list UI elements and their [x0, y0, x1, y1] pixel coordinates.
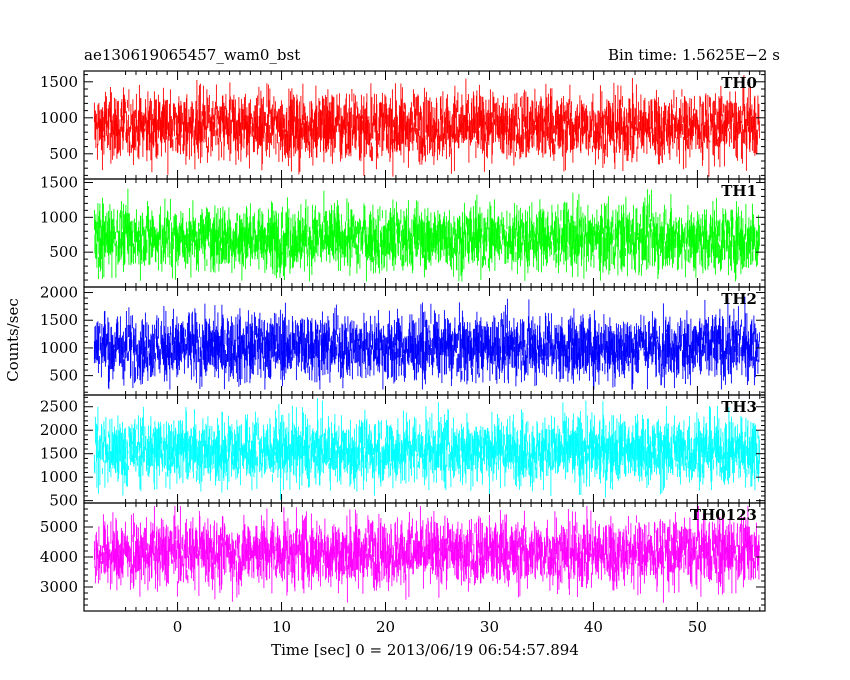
- panel-label-th3: TH3: [721, 398, 757, 416]
- y-tick-label: 2500: [40, 398, 78, 416]
- x-tick-label: 40: [584, 618, 603, 636]
- panel-label-th2: TH2: [721, 290, 757, 308]
- panel-label-th0123: TH0123: [690, 506, 757, 524]
- y-tick-label: 1500: [40, 173, 78, 191]
- y-axis-label: Counts/sec: [4, 298, 22, 382]
- y-tick-label: 1000: [40, 468, 78, 486]
- y-tick-label: 500: [49, 145, 78, 163]
- x-tick-label: 30: [480, 618, 499, 636]
- y-tick-label: 1000: [40, 208, 78, 226]
- panel-label-th0: TH0: [721, 74, 757, 92]
- bin-time-label: Bin time: 1.5625E−2 s: [608, 46, 780, 64]
- chart-title: ae130619065457_wam0_bst: [84, 46, 300, 64]
- y-tick-label: 1000: [40, 109, 78, 127]
- x-tick-label: 10: [272, 618, 291, 636]
- x-tick-label: 20: [376, 618, 395, 636]
- y-tick-label: 500: [49, 367, 78, 385]
- x-tick-label: 0: [173, 618, 183, 636]
- y-tick-label: 1500: [40, 311, 78, 329]
- series-th0123-trace: [93, 506, 760, 603]
- y-tick-label: 500: [49, 243, 78, 261]
- series-th2-trace: [93, 296, 760, 390]
- y-tick-label: 1500: [40, 445, 78, 463]
- x-axis-label: Time [sec] 0 = 2013/06/19 06:54:57.894: [271, 641, 579, 659]
- y-tick-label: 4000: [40, 548, 78, 566]
- y-tick-label: 500: [49, 492, 78, 510]
- y-tick-label: 2000: [40, 421, 78, 439]
- y-tick-label: 5000: [40, 518, 78, 536]
- x-tick-label: 50: [688, 618, 707, 636]
- y-tick-label: 3000: [40, 578, 78, 596]
- y-tick-label: 2000: [40, 284, 78, 302]
- y-tick-label: 1000: [40, 339, 78, 357]
- series-th1-trace: [93, 188, 760, 282]
- panel-label-th1: TH1: [721, 182, 757, 200]
- series-th0-trace: [93, 75, 760, 177]
- y-tick-label: 1500: [40, 73, 78, 91]
- series-th3-trace: [93, 398, 760, 500]
